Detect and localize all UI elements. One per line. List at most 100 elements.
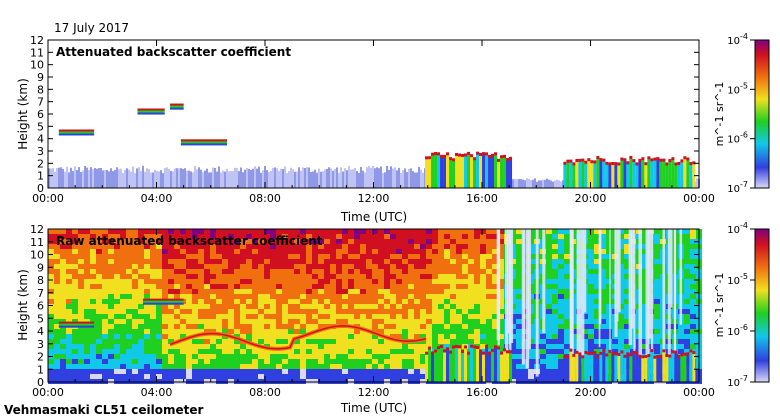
noise-cell [246,304,252,309]
noise-cell [306,349,312,354]
noise-cell [120,239,126,244]
noise-cell [270,259,276,264]
noise-cell [528,294,534,299]
cloud-column [434,351,438,382]
y-tick-label: 5 [37,120,44,133]
noise-cell [306,314,312,319]
noise-cell [354,374,360,379]
noise-cell [378,244,384,249]
noise-cell [108,354,114,359]
noise-cell [108,344,114,349]
noise-cell [360,349,366,354]
noise-cell [126,259,132,264]
noise-cell [204,249,210,254]
noise-cell [396,304,402,309]
cloud-column [455,155,459,188]
noise-cell [336,349,342,354]
noise-cell [600,244,606,249]
noise-cell [162,284,168,289]
noise-cell [432,239,438,244]
noise-cell [594,319,600,324]
noise-cell [234,239,240,244]
noise-cell [150,329,156,334]
noise-cell [54,239,60,244]
noise-cell [360,319,366,324]
noise-cell [180,314,186,319]
noise-cell [624,294,630,299]
noise-cell [558,349,564,354]
noise-cell [546,334,552,339]
noise-cell [54,264,60,269]
noise-cell [372,364,378,369]
noise-cell [288,284,294,289]
noise-cell [252,234,258,239]
noise-cell [62,168,64,188]
noise-cell [342,339,348,344]
noise-cell [102,329,108,334]
noise-cell [216,309,222,314]
noise-cell [168,229,174,234]
noise-cell [114,314,120,319]
noise-cell [444,339,450,344]
noise-cell [162,239,168,244]
noise-cell [336,254,342,259]
cloud-column [689,351,693,382]
cloud-top [461,349,465,353]
y-tick-label: 0 [37,376,44,389]
cloud-top [677,161,681,165]
noise-cell [66,329,72,334]
noise-cell [450,254,456,259]
noise-cell [336,314,342,319]
noise-cell [336,274,342,279]
noise-cell [72,264,78,269]
noise-cell [72,294,78,299]
noise-cell [192,339,198,344]
cloud-top [689,349,693,353]
noise-cell [546,369,552,374]
noise-cell [330,264,336,269]
noise-cell [270,364,276,369]
noise-cell [248,168,250,188]
noise-cell [294,171,296,188]
colorbar-tick-label: 10-4 [727,32,748,47]
noise-cell [528,229,534,234]
noise-cell [528,344,534,349]
noise-cell [168,354,174,359]
noise-cell [474,329,480,334]
noise-cell [456,239,462,244]
noise-cell [520,179,522,188]
noise-cell [318,374,324,379]
noise-cell [234,167,236,188]
noise-cell [216,279,222,284]
noise-cell [268,171,270,188]
noise-cell [324,319,330,324]
noise-cell [166,167,168,188]
noise-cell [486,239,492,244]
noise-cell [348,374,354,379]
noise-cell [408,299,414,304]
noise-cell [96,244,102,249]
noise-cell [336,339,342,344]
cloud-column [635,164,639,188]
cloud-top [677,354,681,358]
cloud-layer [180,139,228,146]
noise-cell [132,304,138,309]
noise-cell [360,304,366,309]
noise-cell [360,269,366,274]
cloud-column [569,350,573,382]
noise-cell [396,299,402,304]
noise-cell [384,319,390,324]
noise-cell [174,334,180,339]
noise-cell [468,264,474,269]
noise-cell [180,354,186,359]
noise-cell [588,264,594,269]
noise-cell [384,294,390,299]
noise-cell [600,284,606,289]
noise-cell [624,349,630,354]
noise-cell [420,334,426,339]
noise-cell [450,234,456,239]
noise-cell [450,259,456,264]
noise-cell [540,359,546,364]
noise-cell [138,374,144,379]
noise-cell [324,269,330,274]
